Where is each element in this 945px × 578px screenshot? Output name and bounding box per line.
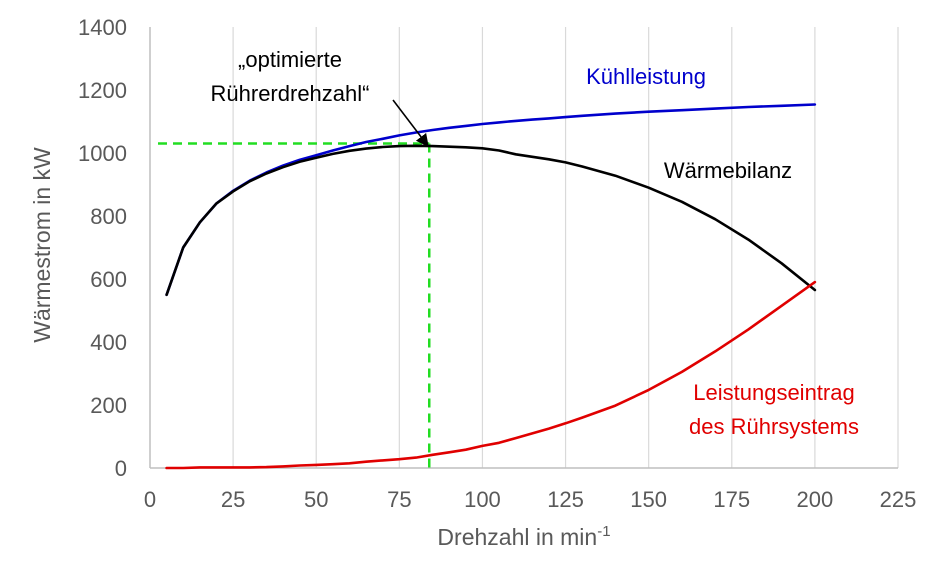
x-tick-label: 225 xyxy=(880,487,917,512)
y-tick-label: 200 xyxy=(90,393,127,418)
y-tick-label: 1400 xyxy=(78,15,127,40)
optimum-arrow xyxy=(392,99,429,148)
x-tick-label: 100 xyxy=(464,487,501,512)
y-tick-label: 800 xyxy=(90,204,127,229)
y-tick-labels: 0 200 400 600 800 1000 1200 1400 xyxy=(78,15,127,481)
y-tick-label: 1200 xyxy=(78,78,127,103)
x-tick-label: 150 xyxy=(630,487,667,512)
y-axis-title: Wärmestrom in kW xyxy=(29,147,55,343)
x-tick-label: 50 xyxy=(304,487,328,512)
x-axis-title: Drehzahl in min-1 xyxy=(437,523,610,550)
x-tick-label: 125 xyxy=(547,487,584,512)
x-tick-labels: 0 25 50 75 100 125 150 175 200 225 xyxy=(144,487,916,512)
x-tick-label: 175 xyxy=(713,487,750,512)
x-tick-label: 0 xyxy=(144,487,156,512)
x-tick-label: 75 xyxy=(387,487,411,512)
leistungseintrag-label-line2: des Rührsystems xyxy=(689,414,859,439)
y-tick-label: 0 xyxy=(115,456,127,481)
optimum-label-line2: Rührerdrehzahl“ xyxy=(211,81,370,106)
series-line-2 xyxy=(165,280,817,470)
y-tick-label: 1000 xyxy=(78,141,127,166)
y-tick-label: 600 xyxy=(90,267,127,292)
series-lines xyxy=(165,103,817,470)
x-tick-label: 200 xyxy=(797,487,834,512)
optimum-guide-lines xyxy=(158,142,431,468)
series-line-0 xyxy=(165,103,817,297)
y-tick-label: 400 xyxy=(90,330,127,355)
kuehlleistung-label: Kühlleistung xyxy=(586,64,706,89)
x-tick-label: 25 xyxy=(221,487,245,512)
waermebilanz-label: Wärmebilanz xyxy=(664,158,792,183)
x-axis-title-superscript: -1 xyxy=(597,523,610,540)
optimum-label-line1: „optimierte xyxy=(238,47,342,72)
leistungseintrag-label-line1: Leistungseintrag xyxy=(693,380,854,405)
grid-lines xyxy=(232,27,899,468)
series-line-1 xyxy=(165,144,817,297)
